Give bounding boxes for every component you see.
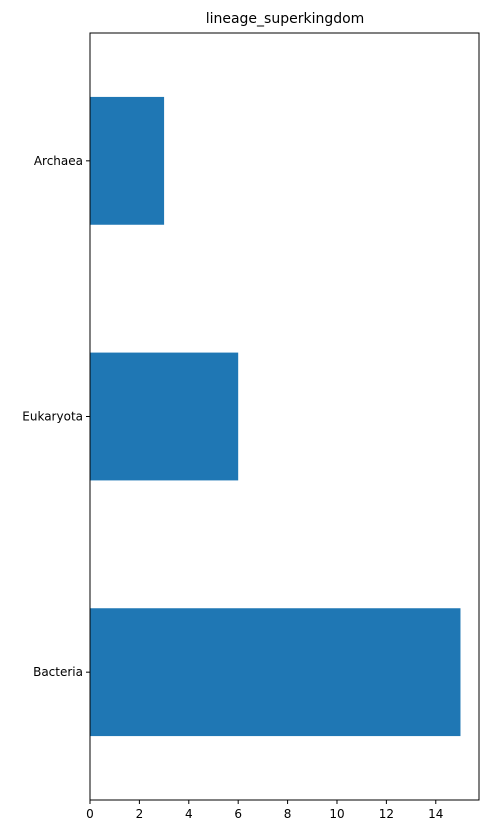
bar-archaea (90, 96, 165, 225)
x-tick-label-10: 10 (329, 807, 344, 821)
x-tick-label-2: 2 (136, 807, 144, 821)
y-tick-label-archaea: Archaea (34, 154, 83, 168)
x-tick-label-12: 12 (379, 807, 394, 821)
x-tick-label-6: 6 (234, 807, 242, 821)
x-axis: 0 2 4 6 8 10 12 14 (86, 800, 443, 821)
y-tick-label-bacteria: Bacteria (33, 665, 83, 679)
x-tick-label-0: 0 (86, 807, 94, 821)
x-tick-label-4: 4 (185, 807, 193, 821)
chart-title: lineage_superkingdom (206, 11, 365, 27)
bar-eukaryota (90, 352, 239, 481)
y-axis: Bacteria Eukaryota Archaea (22, 154, 90, 679)
y-tick-label-eukaryota: Eukaryota (22, 410, 83, 424)
bar-bacteria (90, 608, 461, 737)
plot-frame (89, 32, 480, 801)
bars-group (90, 96, 461, 737)
x-tick-label-14: 14 (428, 807, 443, 821)
x-tick-label-8: 8 (284, 807, 292, 821)
